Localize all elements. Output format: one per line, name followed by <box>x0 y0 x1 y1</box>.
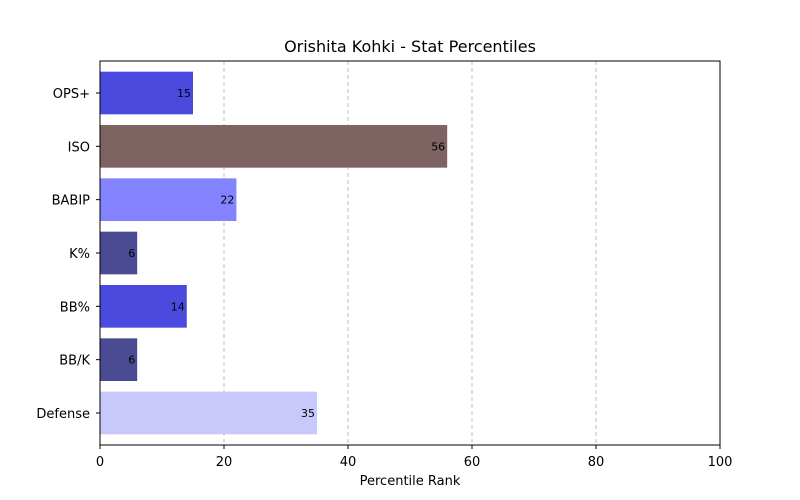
bar-value-label: 14 <box>171 300 185 313</box>
x-tick-label: 60 <box>464 455 481 470</box>
bar <box>100 231 138 275</box>
bar <box>100 338 138 381</box>
bars <box>100 71 448 435</box>
bar-value-label: 6 <box>128 247 135 260</box>
bar-value-label: 22 <box>220 194 234 207</box>
bar-value-label: 6 <box>128 354 135 367</box>
y-tick-label: BABIP <box>52 194 91 209</box>
y-tick-label: BB/K <box>59 354 90 369</box>
plot-frame <box>99 60 721 446</box>
x-tick-label: 20 <box>216 455 233 470</box>
x-axis: 0 20 40 60 80 100 <box>96 445 733 470</box>
y-tick-label: Defense <box>36 407 90 422</box>
y-tick-label: OPS+ <box>53 87 90 102</box>
chart-title: Orishita Kohki - Stat Percentiles <box>284 37 536 56</box>
y-tick-label: BB% <box>60 300 90 315</box>
x-tick-label: 100 <box>708 455 733 470</box>
bar <box>100 178 237 221</box>
x-tick-label: 40 <box>340 455 357 470</box>
bar <box>100 71 193 115</box>
bar-value-label: 56 <box>431 140 445 153</box>
bar-value-label: 15 <box>177 87 191 100</box>
x-axis-label: Percentile Rank <box>360 474 461 489</box>
x-tick-label: 80 <box>588 455 605 470</box>
bar-value-labels: 15 56 22 6 14 6 35 <box>128 87 445 420</box>
bar <box>100 125 448 168</box>
y-tick-label: ISO <box>68 140 90 155</box>
y-axis: OPS+ ISO BABIP K% BB% BB/K Defense <box>36 87 100 422</box>
bar <box>100 285 187 328</box>
x-tick-label: 0 <box>96 455 104 470</box>
bar-value-label: 35 <box>301 407 315 420</box>
bar <box>100 391 317 435</box>
y-tick-label: K% <box>69 247 90 262</box>
gridlines <box>223 61 597 445</box>
